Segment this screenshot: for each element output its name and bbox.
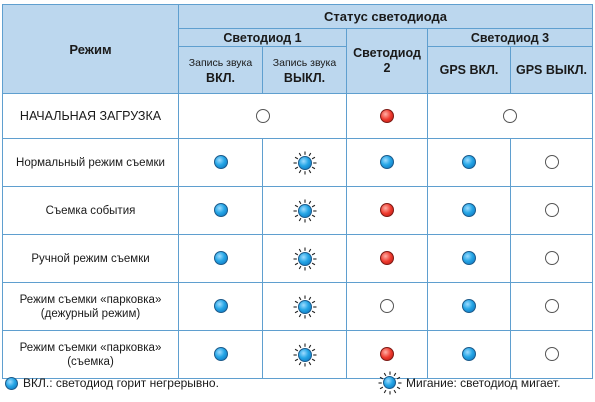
led-cell [427, 234, 511, 283]
led-cell [427, 138, 511, 187]
led-cell [426, 93, 594, 139]
led-indicator-icon [213, 203, 228, 218]
header-led2: Светодиод 2 [346, 28, 428, 94]
led-indicator-icon [213, 347, 228, 362]
table-row: Съемка события [2, 186, 594, 235]
mode-label-line1: Режим съемки «парковка» [19, 341, 162, 354]
led-indicator-icon [544, 251, 559, 266]
led-indicator-icon [380, 155, 394, 170]
led-indicator-icon [213, 251, 228, 266]
led-indicator-icon [293, 295, 317, 319]
led-blink-icon [378, 371, 402, 395]
header-led2-line1: Светодиод [353, 46, 421, 60]
led-indicator-icon [380, 203, 394, 218]
mode-label-line1: Режим съемки «парковка» [19, 293, 162, 306]
led-indicator-icon [293, 247, 317, 271]
led-indicator-icon [213, 299, 228, 314]
legend-blink-item: Мигание: светодиод мигает. [378, 371, 560, 395]
led-indicator-icon [462, 251, 476, 266]
led-cell [346, 186, 428, 235]
led-cell [178, 330, 263, 379]
led-indicator-icon [544, 347, 559, 362]
led-cell [509, 234, 594, 283]
header-led1-rec-off-line2: ВЫКЛ. [283, 70, 326, 85]
led-cell [509, 282, 594, 331]
header-led1-rec-on-line1: Запись звука [188, 56, 253, 69]
led-indicator-icon [544, 155, 559, 170]
led-cell [178, 93, 347, 139]
table-row: Ручной режим съемки [2, 234, 594, 283]
led-cell [262, 330, 347, 379]
header-led1-rec-on: Запись звука ВКЛ. [178, 46, 263, 94]
header-led-status: Статус светодиода [177, 4, 594, 29]
header-led1-rec-off-line1: Запись звука [272, 56, 337, 69]
led-indicator-icon [544, 299, 559, 314]
led-cell [427, 282, 511, 331]
legend-solid-text: ВКЛ.: светодиод горит негрерывно. [23, 376, 219, 390]
mode-label-line2: (дежурный режим) [40, 307, 141, 320]
mode-label: Режим съемки «парковка» (дежурный режим) [2, 282, 179, 331]
mode-label: Режим съемки «парковка» (съемка) [2, 330, 179, 379]
legend-solid-item: ВКЛ.: светодиод горит негрерывно. [5, 376, 219, 390]
led-indicator-icon [462, 203, 476, 218]
led-indicator-icon [544, 203, 559, 218]
header-led2-line2: 2 [383, 61, 391, 75]
legend-blink-text: Мигание: светодиод мигает. [406, 376, 561, 390]
led-indicator-icon [462, 347, 476, 362]
led-indicator-icon [380, 251, 394, 266]
led-indicator-icon [293, 343, 317, 367]
header-gps-on: GPS ВКЛ. [427, 46, 511, 94]
led-cell [509, 330, 594, 379]
led-cell [262, 234, 347, 283]
mode-label-line2: (съемка) [67, 355, 114, 368]
table-row: НАЧАЛЬНАЯ ЗАГРУЗКА [2, 93, 594, 139]
mode-label: Ручной режим съемки [2, 234, 179, 283]
led-indicator-icon [293, 199, 317, 223]
header-led1-rec-on-line2: ВКЛ. [206, 70, 235, 85]
led-indicator-icon [293, 151, 317, 175]
led-cell [346, 282, 428, 331]
led-indicator-icon [380, 299, 394, 314]
mode-label: НАЧАЛЬНАЯ ЗАГРУЗКА [2, 93, 179, 139]
led-cell [178, 186, 263, 235]
led-indicator-icon [213, 155, 228, 170]
led-cell [262, 282, 347, 331]
led-cell [346, 330, 428, 379]
led-cell [262, 138, 347, 187]
led-cell [346, 234, 428, 283]
led-indicator-icon [503, 108, 517, 123]
led-solid-icon [5, 376, 18, 390]
led-cell [178, 234, 263, 283]
led-status-table: Режим Статус светодиода Светодиод 1 Свет… [2, 4, 594, 379]
table-row: Режим съемки «парковка» (съемка) [2, 330, 594, 379]
header-led1: Светодиод 1 [178, 28, 347, 47]
header-mode: Режим [2, 4, 179, 94]
led-cell [427, 186, 511, 235]
table-row: Режим съемки «парковка» (дежурный режим) [2, 282, 594, 331]
header-gps-off: GPS ВЫКЛ. [509, 46, 594, 94]
led-cell [346, 93, 428, 139]
led-cell [346, 138, 428, 187]
led-indicator-icon [462, 299, 476, 314]
mode-label: Нормальный режим съемки [2, 138, 179, 187]
header-led3: Светодиод 3 [426, 28, 594, 47]
header-led1-rec-off: Запись звука ВЫКЛ. [262, 46, 347, 94]
led-indicator-icon [255, 108, 270, 123]
led-indicator-icon [462, 155, 476, 170]
led-indicator-icon [380, 108, 394, 123]
led-cell [509, 138, 594, 187]
led-cell [178, 138, 263, 187]
led-cell [178, 282, 263, 331]
led-cell [262, 186, 347, 235]
mode-label: Съемка события [2, 186, 179, 235]
led-cell [427, 330, 511, 379]
led-indicator-icon [380, 347, 394, 362]
table-row: Нормальный режим съемки [2, 138, 594, 187]
led-cell [509, 186, 594, 235]
legend: ВКЛ.: светодиод горит негрерывно. Мигани… [0, 370, 595, 400]
